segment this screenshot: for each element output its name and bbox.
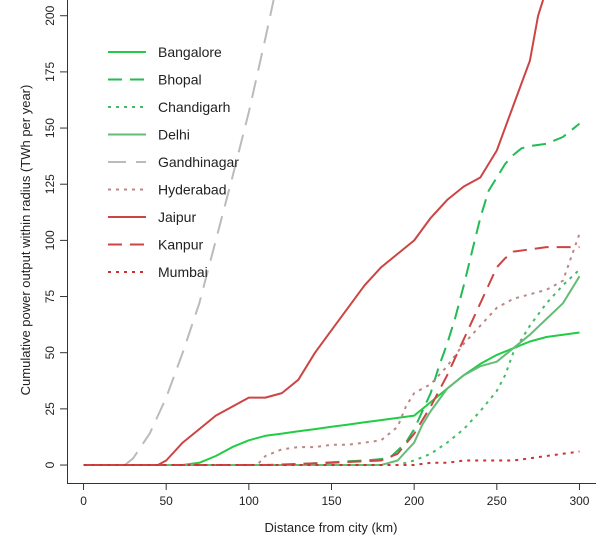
series-line-hyderabad	[83, 233, 581, 466]
y-axis-title: Cumulative power output within radius (T…	[18, 85, 33, 396]
series-line-delhi	[83, 275, 581, 466]
series-lines	[83, 0, 581, 466]
plot-frame	[67, 0, 596, 484]
axes: 0 50 100 150 200 250 300 0 25 50 75 100 125 150 175 200	[43, 0, 596, 508]
legend-label: Chandigarh	[158, 99, 230, 115]
series-line-mumbai	[83, 450, 580, 466]
x-tick-label: 100	[239, 494, 259, 508]
series-line-bangalore	[83, 331, 580, 466]
legend: Bangalore Bhopal Chandigarh Delhi Gandhinaga…	[108, 44, 239, 280]
legend-label: Delhi	[158, 127, 190, 143]
y-tick-label: 75	[43, 290, 57, 304]
x-tick-label: 150	[321, 494, 341, 508]
series-line-chandigarh	[83, 268, 581, 466]
x-axis-title: Distance from city (km)	[265, 520, 398, 535]
legend-label: Bhopal	[158, 72, 202, 88]
x-tick-label: 300	[569, 494, 589, 508]
y-tick-label: 150	[43, 118, 57, 138]
legend-label: Mumbai	[158, 264, 208, 280]
legend-label: Kanpur	[158, 237, 203, 253]
legend-label: Hyderabad	[158, 182, 227, 198]
series-line-gandhinagar	[124, 0, 275, 466]
x-tick-label: 0	[80, 494, 87, 508]
series-line-kanpur	[83, 246, 580, 466]
y-tick-label: 100	[43, 230, 57, 250]
y-tick-label: 175	[43, 62, 57, 82]
y-tick-label: 25	[43, 402, 57, 416]
y-tick-label: 0	[43, 461, 57, 468]
x-tick-label: 50	[160, 494, 174, 508]
series-line-bhopal	[83, 122, 581, 466]
y-tick-label: 50	[43, 346, 57, 360]
legend-label: Jaipur	[158, 209, 196, 225]
legend-label: Bangalore	[158, 44, 222, 60]
y-tick-label: 125	[43, 174, 57, 194]
x-tick-label: 200	[404, 494, 424, 508]
x-tick-label: 250	[487, 494, 507, 508]
series-line-jaipur	[83, 0, 545, 466]
legend-label: Gandhinagar	[158, 154, 239, 170]
y-tick-label: 200	[43, 5, 57, 25]
